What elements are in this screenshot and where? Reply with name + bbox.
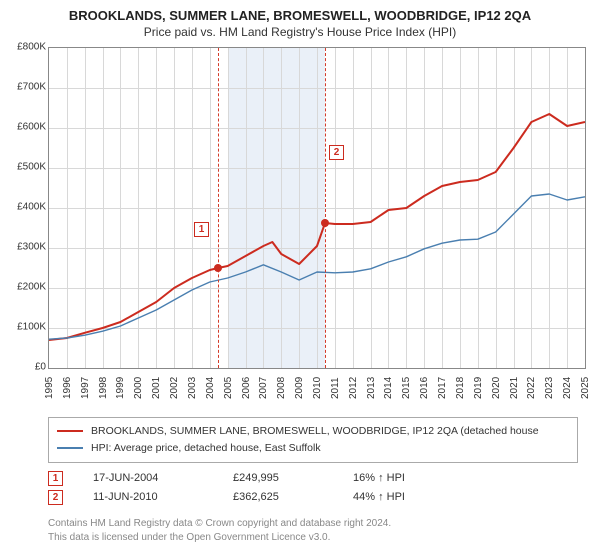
x-axis-tick: 2000 (133, 377, 144, 399)
callout-marker: 2 (48, 490, 63, 505)
legend-swatch (57, 447, 83, 449)
x-axis-tick: 2008 (276, 377, 287, 399)
series-line-property (49, 114, 585, 340)
y-axis-tick: £500K (17, 162, 46, 173)
x-axis-tick: 2016 (419, 377, 430, 399)
x-axis-tick: 1995 (44, 377, 55, 399)
x-axis-tick: 2001 (151, 377, 162, 399)
x-axis-tick: 2009 (294, 377, 305, 399)
x-axis-tick: 2020 (491, 377, 502, 399)
legend-swatch (57, 430, 83, 432)
x-axis-tick: 2025 (580, 377, 591, 399)
callout-date: 17-JUN-2004 (93, 472, 203, 484)
legend-label: HPI: Average price, detached house, East… (91, 440, 321, 457)
y-axis-tick: £300K (17, 242, 46, 253)
y-axis-tick: £100K (17, 322, 46, 333)
x-axis-tick: 1997 (80, 377, 91, 399)
x-axis-tick: 2004 (205, 377, 216, 399)
plot-area: 12 (48, 47, 586, 369)
x-axis-tick: 2002 (169, 377, 180, 399)
chart-title: BROOKLANDS, SUMMER LANE, BROMESWELL, WOO… (10, 8, 590, 23)
x-axis-tick: 2021 (509, 377, 520, 399)
callout-dot (321, 219, 329, 227)
callout-diff: 44% ↑ HPI (353, 491, 493, 503)
x-axis-tick: 2006 (241, 377, 252, 399)
x-axis-tick: 2005 (223, 377, 234, 399)
y-axis-tick: £200K (17, 282, 46, 293)
y-axis-tick: £600K (17, 122, 46, 133)
x-axis-tick: 2012 (348, 377, 359, 399)
chart-area: 12 £0£100K£200K£300K£400K£500K£600K£700K… (0, 41, 600, 411)
callout-marker: 1 (194, 222, 209, 237)
chart-titles: BROOKLANDS, SUMMER LANE, BROMESWELL, WOO… (0, 0, 600, 41)
x-axis-tick: 1996 (62, 377, 73, 399)
y-axis-tick: £400K (17, 202, 46, 213)
x-axis-tick: 2003 (187, 377, 198, 399)
chart-container: BROOKLANDS, SUMMER LANE, BROMESWELL, WOO… (0, 0, 600, 545)
callout-dot (214, 264, 222, 272)
y-axis-tick: £800K (17, 42, 46, 53)
x-axis-tick: 1998 (98, 377, 109, 399)
chart-subtitle: Price paid vs. HM Land Registry's House … (10, 25, 590, 39)
callout-diff: 16% ↑ HPI (353, 472, 493, 484)
x-axis-tick: 2011 (330, 377, 341, 399)
x-axis-tick: 2010 (312, 377, 323, 399)
x-axis-tick: 2017 (437, 377, 448, 399)
x-axis-tick: 2013 (366, 377, 377, 399)
callout-row: 2 11-JUN-2010 £362,625 44% ↑ HPI (48, 488, 578, 507)
legend-item-hpi: HPI: Average price, detached house, East… (57, 440, 569, 457)
callout-vline (218, 48, 219, 368)
legend-label: BROOKLANDS, SUMMER LANE, BROMESWELL, WOO… (91, 423, 539, 440)
x-axis-tick: 2018 (455, 377, 466, 399)
callout-table: 1 17-JUN-2004 £249,995 16% ↑ HPI 2 11-JU… (48, 469, 578, 507)
x-axis-tick: 2015 (401, 377, 412, 399)
callout-price: £249,995 (233, 472, 323, 484)
callout-marker: 2 (329, 145, 344, 160)
footer-line: Contains HM Land Registry data © Crown c… (48, 517, 578, 531)
x-axis-tick: 2019 (473, 377, 484, 399)
callout-marker: 1 (48, 471, 63, 486)
x-axis-tick: 2023 (544, 377, 555, 399)
x-axis-tick: 1999 (115, 377, 126, 399)
y-axis-tick: £0 (35, 362, 46, 373)
footer-line: This data is licensed under the Open Gov… (48, 531, 578, 545)
legend: BROOKLANDS, SUMMER LANE, BROMESWELL, WOO… (48, 417, 578, 463)
y-axis-tick: £700K (17, 82, 46, 93)
x-axis-tick: 2024 (562, 377, 573, 399)
chart-svg (49, 48, 585, 368)
callout-vline (325, 48, 326, 368)
legend-item-property: BROOKLANDS, SUMMER LANE, BROMESWELL, WOO… (57, 423, 569, 440)
x-axis-tick: 2007 (258, 377, 269, 399)
callout-row: 1 17-JUN-2004 £249,995 16% ↑ HPI (48, 469, 578, 488)
x-axis-tick: 2022 (526, 377, 537, 399)
footer: Contains HM Land Registry data © Crown c… (48, 517, 578, 545)
x-axis-tick: 2014 (383, 377, 394, 399)
callout-price: £362,625 (233, 491, 323, 503)
callout-date: 11-JUN-2010 (93, 491, 203, 503)
